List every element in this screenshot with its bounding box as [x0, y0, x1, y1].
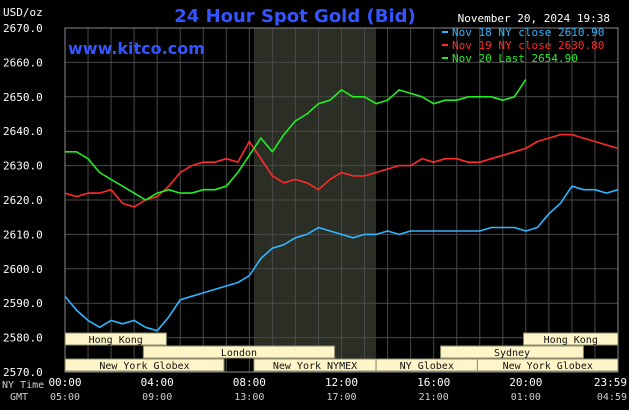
- legend-entry: Nov 19 NY close 2630.80: [452, 39, 604, 52]
- legend-entry: Nov 20 Last 2654.90: [452, 52, 578, 65]
- x-tick-label-ny: 20:00: [509, 376, 542, 389]
- x-tick-label-gmt: 21:00: [419, 392, 449, 403]
- y-tick-label: 2650.0: [3, 91, 43, 104]
- unit-label: USD/oz: [3, 6, 43, 19]
- y-tick-label: 2670.0: [3, 22, 43, 35]
- y-tick-label: 2580.0: [3, 332, 43, 345]
- session-bar: [476, 358, 619, 372]
- y-tick-label: 2590.0: [3, 297, 43, 310]
- y-tick-label: 2660.0: [3, 56, 43, 69]
- legend-entry: Nov 18 NY close 2610.90: [452, 26, 604, 39]
- chart-timestamp: November 20, 2024 19:38: [458, 12, 610, 25]
- y-tick-label: 2630.0: [3, 160, 43, 173]
- session-bar: [64, 358, 225, 372]
- session-bar: [142, 345, 336, 359]
- series-lines: [64, 79, 619, 332]
- x-tick-label-gmt: 09:00: [142, 392, 172, 403]
- series-line: [64, 133, 619, 208]
- x-tick-label-ny: 04:00: [141, 376, 174, 389]
- x-tick-label-gmt: 04:59: [597, 392, 627, 403]
- session-label: New York NYMEX: [273, 361, 357, 372]
- x-tick-label-gmt: 01:00: [511, 392, 541, 403]
- x-tick-label-ny: 00:00: [48, 376, 81, 389]
- session-label: London: [221, 348, 257, 359]
- x-axis-label-gmt: GMT: [10, 392, 28, 403]
- session-label: New York Globex: [503, 361, 593, 372]
- y-tick-label: 2570.0: [3, 366, 43, 379]
- session-bar: [64, 332, 167, 346]
- series-line: [65, 79, 527, 201]
- session-label: Hong Kong: [544, 335, 598, 346]
- series-line: [64, 185, 619, 332]
- session-bar: [440, 345, 584, 359]
- y-tick-label: 2610.0: [3, 228, 43, 241]
- plot-border: [64, 27, 619, 373]
- session-label: NY Globex: [400, 361, 454, 372]
- x-tick-label-ny: 23:59: [594, 376, 627, 389]
- y-tick-label: 2620.0: [3, 194, 43, 207]
- x-tick-label-ny: 08:00: [233, 376, 266, 389]
- x-tick-label-ny: 12:00: [325, 376, 358, 389]
- x-axis-label-ny: NY Time: [2, 380, 44, 391]
- website-watermark: www.kitco.com: [68, 39, 205, 58]
- session-label: Sydney: [494, 348, 530, 359]
- trading-sessions: Hong Kong Hong Kong London Sydney New York G…: [64, 332, 619, 372]
- session-label: Hong Kong: [89, 335, 143, 346]
- y-tick-label: 2640.0: [3, 125, 43, 138]
- chart-title: 24 Hour Spot Gold (Bid): [174, 6, 415, 27]
- x-tick-label-gmt: 17:00: [326, 392, 356, 403]
- y-axis-ticks: 2670.0 2660.0 2650.0 2640.0 2630.0 2620.0 2610…: [3, 22, 43, 379]
- x-tick-label-gmt: 13:00: [234, 392, 264, 403]
- x-tick-label-gmt: 05:00: [50, 392, 80, 403]
- x-tick-label-ny: 16:00: [417, 376, 450, 389]
- x-axis-ticks: 00:00 05:00 04:00 09:00 08:00 13:00 12:00 17:00…: [48, 376, 627, 403]
- session-bar: [523, 332, 619, 346]
- session-label: New York Globex: [99, 361, 189, 372]
- y-tick-label: 2600.0: [3, 263, 43, 276]
